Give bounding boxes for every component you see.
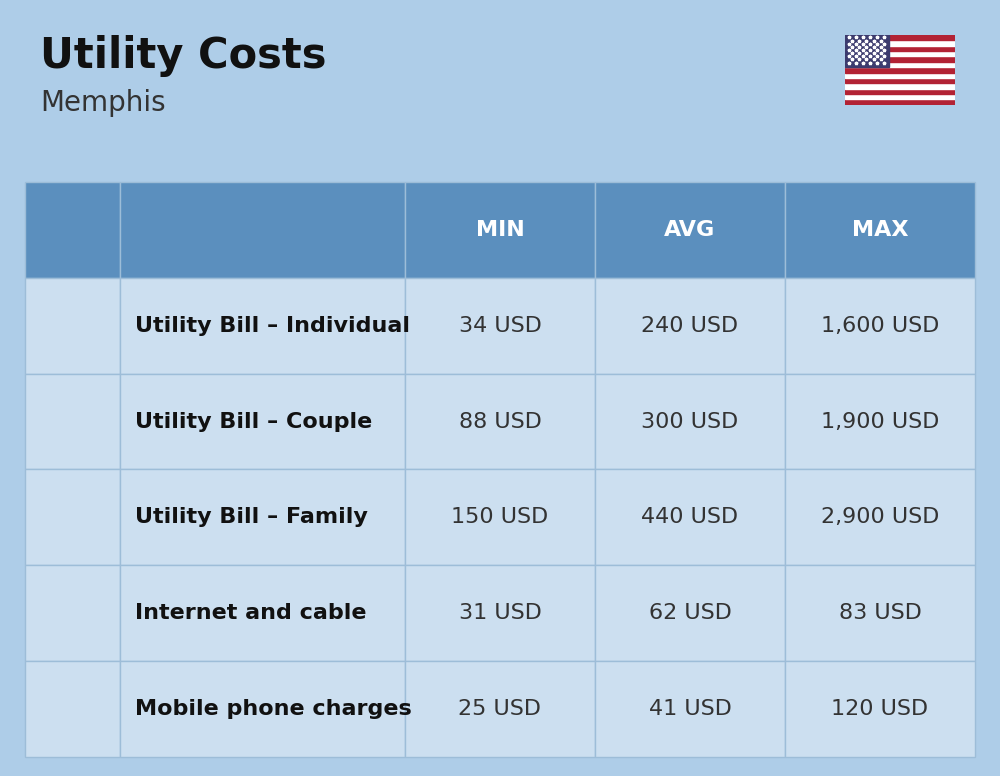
Text: 300 USD: 300 USD <box>641 411 739 431</box>
Text: MAX: MAX <box>852 220 908 241</box>
FancyBboxPatch shape <box>40 620 106 648</box>
FancyBboxPatch shape <box>54 511 82 537</box>
Bar <box>845 78 955 83</box>
Text: 1,600 USD: 1,600 USD <box>821 316 939 336</box>
Bar <box>42 411 52 421</box>
Bar <box>71 310 82 320</box>
Text: Utility Costs: Utility Costs <box>40 35 326 77</box>
FancyBboxPatch shape <box>65 535 101 563</box>
Bar <box>37 380 47 391</box>
Bar <box>845 68 955 72</box>
Bar <box>37 285 47 295</box>
Circle shape <box>69 743 76 753</box>
Text: 120 USD: 120 USD <box>831 698 929 719</box>
Text: 41 USD: 41 USD <box>649 698 731 719</box>
Bar <box>66 279 77 290</box>
Text: Memphis: Memphis <box>40 89 166 117</box>
FancyBboxPatch shape <box>54 416 82 441</box>
Circle shape <box>43 278 83 320</box>
Bar <box>71 501 82 511</box>
Bar <box>845 72 955 78</box>
Bar <box>845 40 955 46</box>
Bar <box>42 507 52 517</box>
FancyBboxPatch shape <box>58 695 87 744</box>
Bar <box>80 701 87 713</box>
Bar <box>60 701 68 713</box>
Text: 25 USD: 25 USD <box>458 698 542 719</box>
Bar <box>66 471 77 481</box>
Bar <box>845 62 955 68</box>
Bar <box>845 83 955 88</box>
Bar <box>37 476 47 487</box>
Text: 1,900 USD: 1,900 USD <box>821 411 939 431</box>
Text: Utility Bill – Individual: Utility Bill – Individual <box>135 316 410 336</box>
Bar <box>845 35 955 40</box>
Circle shape <box>60 309 76 324</box>
Bar <box>845 51 955 57</box>
Circle shape <box>60 500 76 515</box>
Bar <box>71 405 82 416</box>
Bar <box>60 715 68 729</box>
FancyBboxPatch shape <box>65 438 101 466</box>
Bar <box>845 35 889 68</box>
Text: 440 USD: 440 USD <box>641 508 739 528</box>
Circle shape <box>60 404 76 420</box>
Bar <box>845 88 955 94</box>
FancyBboxPatch shape <box>52 678 93 755</box>
Circle shape <box>43 373 83 415</box>
Bar <box>845 46 955 51</box>
Bar <box>80 715 87 729</box>
Bar <box>66 375 77 386</box>
Text: Utility Bill – Family: Utility Bill – Family <box>135 508 368 528</box>
Circle shape <box>43 469 83 511</box>
Text: 240 USD: 240 USD <box>641 316 739 336</box>
Bar <box>76 391 84 398</box>
Bar <box>70 715 78 729</box>
Bar <box>76 295 84 303</box>
FancyBboxPatch shape <box>54 320 82 345</box>
Bar <box>52 277 59 285</box>
Bar <box>70 731 78 743</box>
Bar <box>59 511 67 519</box>
Text: 62 USD: 62 USD <box>649 603 731 623</box>
Text: Internet and cable: Internet and cable <box>135 603 366 623</box>
Bar <box>35 494 42 501</box>
Bar <box>845 57 955 62</box>
Bar <box>52 469 59 476</box>
Bar <box>845 99 955 105</box>
Text: 34 USD: 34 USD <box>459 316 541 336</box>
Text: AVG: AVG <box>664 220 716 241</box>
FancyBboxPatch shape <box>65 343 101 371</box>
Bar <box>60 731 68 743</box>
Circle shape <box>52 287 74 310</box>
Bar <box>59 320 67 327</box>
Text: 83 USD: 83 USD <box>839 603 921 623</box>
Text: 31 USD: 31 USD <box>459 603 541 623</box>
Bar <box>52 373 59 380</box>
Text: Mobile phone charges: Mobile phone charges <box>135 698 412 719</box>
Text: 2,900 USD: 2,900 USD <box>821 508 939 528</box>
Bar <box>42 315 52 325</box>
Text: 88 USD: 88 USD <box>459 411 541 431</box>
Bar <box>35 398 42 406</box>
Bar <box>35 303 42 310</box>
Text: 150 USD: 150 USD <box>451 508 549 528</box>
Bar <box>76 487 84 494</box>
Circle shape <box>52 383 74 406</box>
Text: MIN: MIN <box>476 220 524 241</box>
Bar <box>59 416 67 424</box>
Text: Utility Bill – Couple: Utility Bill – Couple <box>135 411 372 431</box>
Bar <box>845 94 955 99</box>
Circle shape <box>52 479 74 502</box>
Bar <box>70 701 78 713</box>
